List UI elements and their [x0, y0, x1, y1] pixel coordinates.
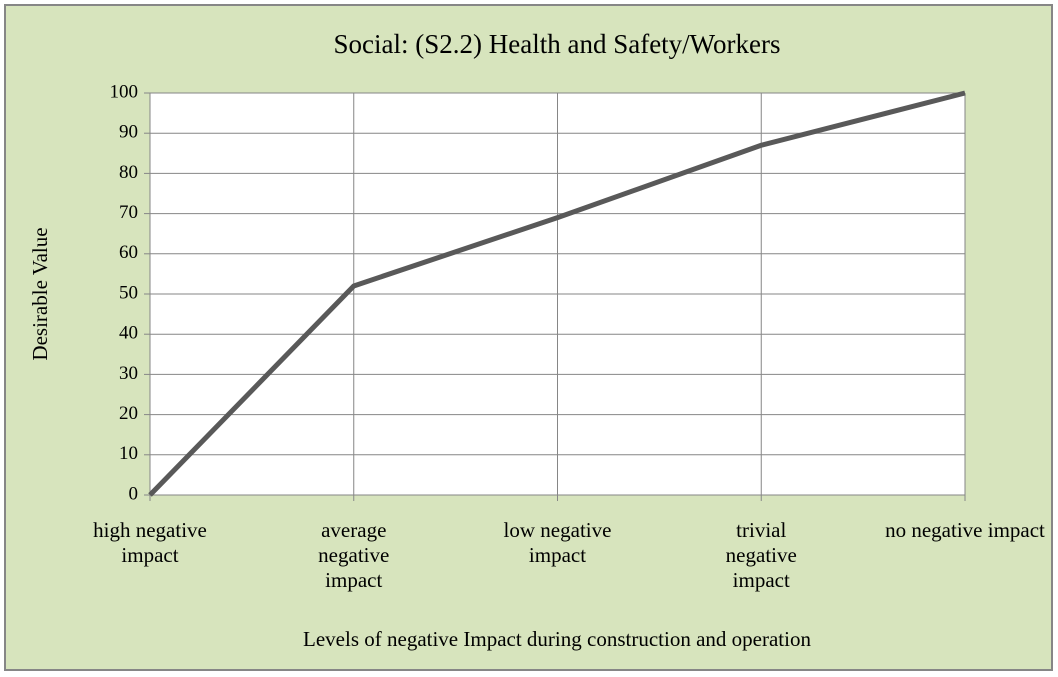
data-line: [148, 90, 966, 497]
x-tick-label: average negative impact: [318, 518, 390, 592]
y-tick-label: 50: [119, 282, 138, 303]
y-axis-title: Desirable Value: [28, 227, 52, 360]
y-tick-label: 80: [119, 162, 138, 183]
y-tick-label: 60: [119, 242, 138, 263]
y-tick-label: 100: [110, 81, 139, 102]
x-tick-label: trivial negative impact: [725, 518, 797, 592]
x-tick-label: high negative impact: [93, 518, 207, 567]
y-tick-label: 0: [129, 483, 139, 504]
y-tick-label: 10: [119, 443, 138, 464]
x-axis-title: Levels of negative Impact during constru…: [303, 627, 811, 651]
y-tick-label: 40: [119, 323, 138, 344]
chart-title: Social: (S2.2) Health and Safety/Workers: [334, 29, 781, 59]
y-tick-label: 70: [119, 202, 138, 223]
y-tick-label: 90: [119, 122, 138, 143]
x-tick-label: no negative impact: [885, 518, 1045, 542]
x-tick-label: low negative impact: [503, 518, 612, 567]
y-tick-label: 20: [119, 403, 138, 424]
y-tick-label: 30: [119, 363, 138, 384]
